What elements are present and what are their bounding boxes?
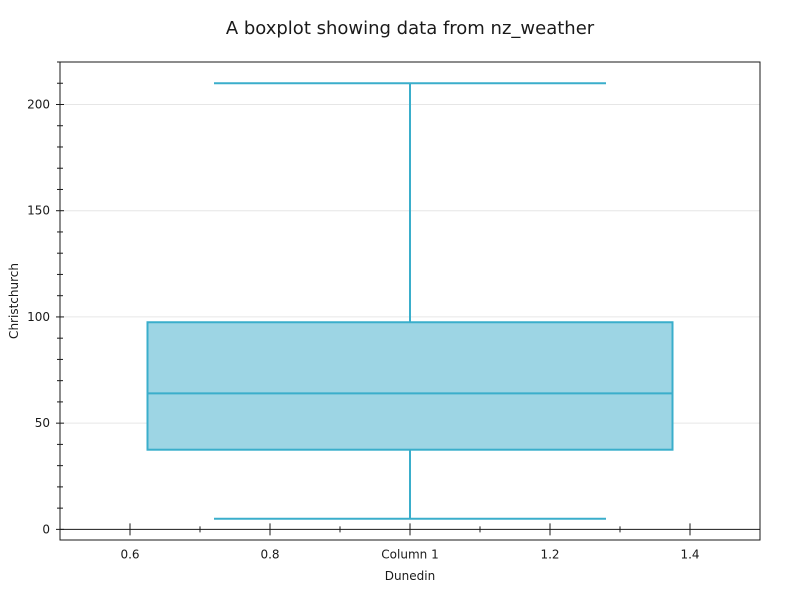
x-tick-label-1.4: 1.4 xyxy=(680,547,699,561)
x-tick-label-0.6: 0.6 xyxy=(120,547,139,561)
y-tick-label-0: 0 xyxy=(42,522,50,536)
plot-frame xyxy=(59,61,761,541)
y-axis-label: Christchurch xyxy=(7,263,21,339)
x-tick-label-1: Column 1 xyxy=(381,547,438,561)
axes: 0 50 100 150 200 0.6 0.8 Column 1 1.2 1.4 xyxy=(27,61,760,561)
box-0 xyxy=(146,82,674,520)
chart-title: A boxplot showing data from nz_weather xyxy=(226,18,595,39)
x-tick-label-1.2: 1.2 xyxy=(540,547,559,561)
y-tick-label-100: 100 xyxy=(27,310,50,324)
boxes xyxy=(146,82,674,520)
x-tick-label-0.8: 0.8 xyxy=(260,547,279,561)
iqr-box xyxy=(146,321,674,451)
x-axis-label: Dunedin xyxy=(385,569,435,583)
y-tick-label-150: 150 xyxy=(27,204,50,218)
y-tick-label-50: 50 xyxy=(35,416,50,430)
y-tick-label-200: 200 xyxy=(27,97,50,111)
